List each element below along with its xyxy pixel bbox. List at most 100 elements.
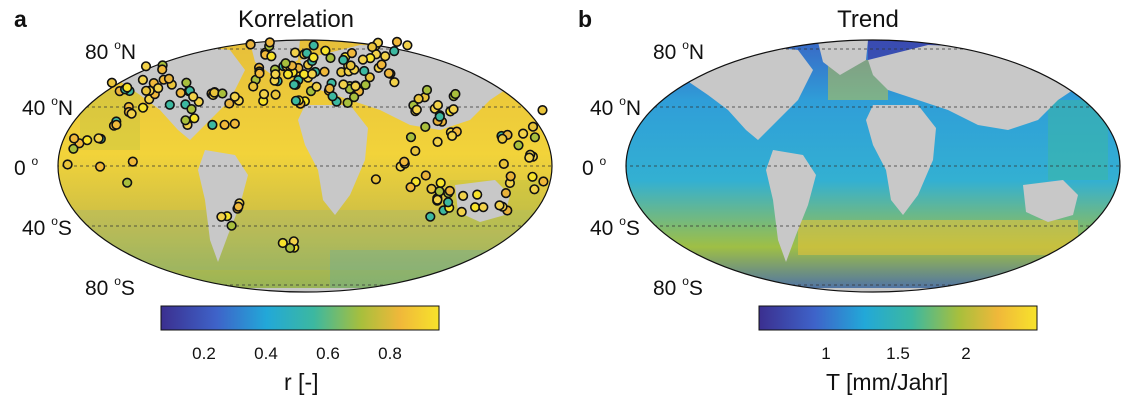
station-marker bbox=[539, 177, 548, 186]
station-marker bbox=[281, 59, 290, 68]
station-marker bbox=[154, 84, 163, 93]
station-marker bbox=[451, 90, 460, 99]
station-marker bbox=[158, 65, 167, 74]
station-marker bbox=[449, 105, 458, 114]
station-marker bbox=[123, 178, 132, 187]
station-marker bbox=[457, 208, 466, 217]
station-marker bbox=[139, 76, 148, 85]
colorbar-title: T [mm/Jahr] bbox=[826, 369, 948, 396]
station-marker bbox=[286, 244, 295, 253]
station-marker bbox=[444, 198, 453, 207]
lat-label-40s: 40 oS bbox=[590, 216, 640, 241]
station-marker bbox=[271, 70, 280, 79]
station-marker bbox=[309, 41, 318, 50]
station-marker bbox=[348, 49, 357, 58]
station-marker bbox=[69, 145, 78, 154]
station-marker bbox=[495, 201, 504, 210]
station-marker bbox=[459, 192, 468, 201]
station-marker bbox=[446, 187, 455, 196]
lat-label-40s: 40 oS bbox=[22, 216, 72, 241]
station-marker bbox=[433, 138, 442, 147]
station-marker bbox=[473, 190, 482, 199]
station-marker bbox=[506, 172, 515, 181]
station-marker bbox=[267, 52, 276, 61]
station-marker bbox=[413, 105, 422, 114]
station-marker bbox=[166, 101, 175, 110]
station-marker bbox=[381, 52, 390, 61]
station-marker bbox=[479, 203, 488, 212]
station-marker bbox=[234, 202, 243, 211]
colorbar-korrelation bbox=[160, 305, 450, 331]
station-marker bbox=[227, 221, 236, 230]
station-marker bbox=[426, 212, 435, 221]
panel-korrelation: a Korrelation bbox=[0, 0, 568, 398]
station-marker bbox=[514, 141, 523, 150]
station-marker bbox=[372, 175, 381, 184]
station-marker bbox=[112, 121, 121, 130]
station-marker bbox=[83, 136, 92, 145]
colorbar-trend bbox=[758, 305, 1048, 331]
station-marker bbox=[538, 106, 547, 115]
lat-label-80n: 80 oN bbox=[85, 40, 136, 65]
lat-label-80s: 80 oS bbox=[85, 276, 135, 301]
station-marker bbox=[385, 69, 394, 78]
station-marker bbox=[531, 133, 540, 142]
station-marker bbox=[187, 105, 196, 114]
colorbar-tick: 0.2 bbox=[174, 344, 234, 364]
station-marker bbox=[390, 47, 399, 56]
colorbar-tick: 1 bbox=[796, 344, 856, 364]
station-marker bbox=[423, 86, 432, 95]
station-marker bbox=[436, 112, 445, 121]
station-marker bbox=[220, 121, 229, 130]
station-marker bbox=[406, 183, 415, 192]
station-marker bbox=[291, 48, 300, 57]
map-field bbox=[618, 35, 1128, 300]
station-marker bbox=[519, 129, 528, 138]
station-marker bbox=[530, 185, 539, 194]
station-marker bbox=[346, 61, 355, 70]
station-marker bbox=[139, 103, 148, 112]
station-marker bbox=[528, 173, 537, 182]
station-marker bbox=[210, 88, 219, 97]
station-marker bbox=[246, 40, 255, 49]
colorbar-tick: 1.5 bbox=[868, 344, 928, 364]
station-marker bbox=[308, 70, 317, 79]
lat-label-80s: 80 oS bbox=[653, 276, 703, 301]
station-marker bbox=[525, 153, 534, 162]
station-marker bbox=[190, 114, 199, 123]
station-marker bbox=[421, 123, 430, 132]
station-marker bbox=[176, 89, 185, 98]
station-marker bbox=[400, 157, 409, 166]
lat-label-40n: 40 oN bbox=[590, 96, 641, 121]
colorbar-title: r [-] bbox=[284, 369, 319, 396]
colorbar-tick: 0.8 bbox=[360, 344, 420, 364]
station-marker bbox=[471, 203, 480, 212]
station-marker bbox=[403, 41, 412, 50]
station-marker bbox=[208, 121, 217, 130]
station-marker bbox=[255, 69, 264, 78]
station-marker bbox=[284, 70, 293, 79]
lat-label-40n: 40 oN bbox=[22, 96, 73, 121]
station-marker bbox=[182, 78, 191, 87]
station-marker bbox=[433, 196, 442, 205]
panel-trend: b Trend bbox=[568, 0, 1136, 398]
colorbar-tick: 2 bbox=[936, 344, 996, 364]
station-marker bbox=[108, 78, 117, 87]
station-marker bbox=[360, 67, 369, 76]
station-marker bbox=[422, 171, 431, 180]
colorbar-tick: 0.6 bbox=[298, 344, 358, 364]
station-marker bbox=[189, 92, 198, 101]
station-marker bbox=[181, 116, 190, 125]
station-marker bbox=[351, 82, 360, 91]
station-marker bbox=[448, 132, 457, 141]
station-marker bbox=[434, 101, 443, 110]
station-marker bbox=[127, 109, 136, 118]
station-marker bbox=[266, 38, 275, 47]
station-marker bbox=[359, 55, 368, 64]
station-marker bbox=[377, 60, 386, 69]
station-marker bbox=[529, 122, 538, 131]
station-marker bbox=[271, 90, 280, 99]
station-marker bbox=[129, 157, 138, 166]
station-marker bbox=[249, 82, 258, 91]
station-marker bbox=[368, 43, 377, 52]
